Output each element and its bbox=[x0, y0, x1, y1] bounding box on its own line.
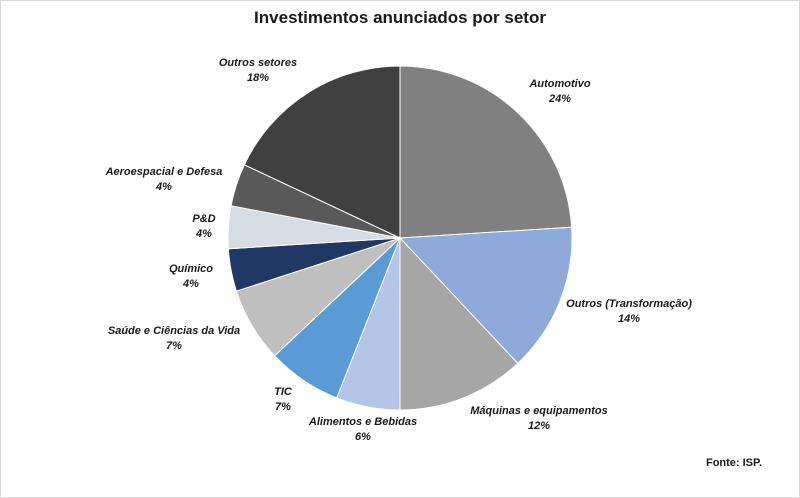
slice-label-4: TIC 7% bbox=[274, 386, 293, 413]
slice-category-label: Automotivo bbox=[528, 78, 590, 90]
pie-slice-2 bbox=[399, 236, 519, 411]
slice-labels: Automotivo 24% Outros (Transformação) 14% Má… bbox=[105, 57, 693, 443]
slice-value-label: 14% bbox=[618, 313, 640, 325]
slice-category-label: TIC bbox=[274, 386, 293, 398]
slice-label-3: Alimentos e Bebidas 6% bbox=[308, 416, 417, 443]
slice-value-label: 7% bbox=[275, 401, 291, 413]
slice-label-5: Saúde e Ciências da Vida 7% bbox=[108, 325, 240, 352]
slice-label-0: Automotivo 24% bbox=[528, 78, 590, 105]
slice-label-7: P&D 4% bbox=[192, 213, 215, 240]
slice-label-1: Outros (Transformação) 14% bbox=[566, 298, 692, 325]
slice-value-label: 7% bbox=[166, 340, 182, 352]
slice-value-label: 4% bbox=[182, 278, 199, 290]
slice-value-label: 6% bbox=[355, 431, 371, 443]
slice-label-2: Máquinas e equipamentos 12% bbox=[470, 405, 608, 432]
chart-title: Investimentos anunciados por setor bbox=[254, 8, 546, 27]
pie-slice-0 bbox=[399, 65, 573, 239]
slice-label-9: Outros setores 18% bbox=[219, 57, 297, 84]
slice-category-label: P&D bbox=[192, 213, 215, 225]
slice-category-label: Químico bbox=[169, 263, 213, 275]
slice-category-label: Outros setores bbox=[219, 57, 297, 69]
slice-category-label: Saúde e Ciências da Vida bbox=[108, 325, 240, 337]
slice-category-label: Máquinas e equipamentos bbox=[470, 405, 608, 417]
slice-value-label: 18% bbox=[247, 72, 269, 84]
slice-label-6: Químico 4% bbox=[169, 263, 213, 290]
slice-value-label: 12% bbox=[528, 420, 550, 432]
slice-label-8: Aeroespacial e Defesa 4% bbox=[105, 166, 223, 193]
source-note: Fonte: ISP. bbox=[705, 457, 762, 469]
slice-value-label: 4% bbox=[195, 228, 212, 240]
slice-category-label: Aeroespacial e Defesa bbox=[105, 166, 223, 178]
slice-category-label: Outros (Transformação) bbox=[566, 298, 692, 310]
slice-value-label: 24% bbox=[548, 93, 571, 105]
pie-slice-9 bbox=[243, 65, 401, 239]
pie-slice-1 bbox=[398, 226, 573, 365]
slice-category-label: Alimentos e Bebidas bbox=[308, 416, 417, 428]
pie-slices bbox=[227, 65, 573, 411]
slice-value-label: 4% bbox=[155, 181, 172, 193]
